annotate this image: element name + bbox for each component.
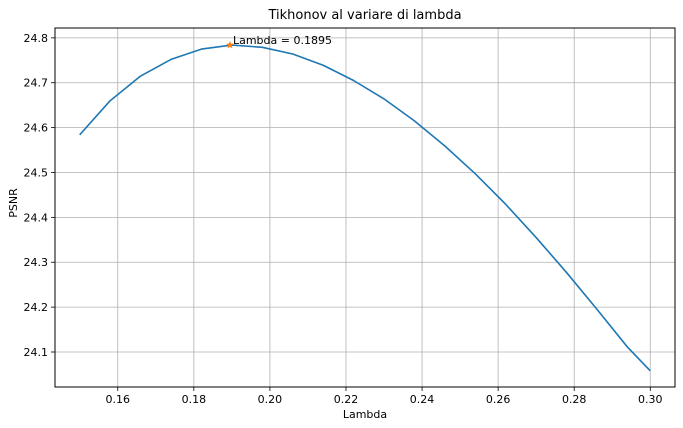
y-tick-label: 24.3 [24,256,49,269]
y-tick-label: 24.1 [24,346,49,359]
y-tick-label: 24.7 [24,77,49,90]
x-tick-label: 0.22 [334,393,359,406]
series-layer: Lambda = 0.1895 [79,34,651,372]
y-tick-label: 24.2 [24,301,49,314]
max-annotation: Lambda = 0.1895 [233,34,332,47]
y-tick-label: 24.8 [24,32,49,45]
x-tick-label: 0.26 [486,393,511,406]
grid [55,28,675,387]
y-tick-label: 24.6 [24,122,49,135]
y-tick-label: 24.5 [24,166,49,179]
plot-frame [54,27,676,388]
y-tick-label: 24.4 [24,211,49,224]
ticks: 0.16 0.18 0.20 0.22 0.24 0.26 0.28 0.30 24.1 24.2… [24,32,663,406]
x-tick-label: 0.16 [106,393,131,406]
x-tick-label: 0.30 [638,393,663,406]
y-axis-label: PSNR [7,188,20,218]
x-tick-label: 0.28 [562,393,587,406]
x-axis-label: Lambda [343,408,387,421]
x-tick-label: 0.24 [410,393,435,406]
chart-title: Tikhonov al variare di lambda [267,8,461,23]
x-tick-label: 0.20 [258,393,283,406]
max-star-marker [225,40,234,49]
series-line-0 [79,44,651,372]
x-tick-label: 0.18 [182,393,207,406]
